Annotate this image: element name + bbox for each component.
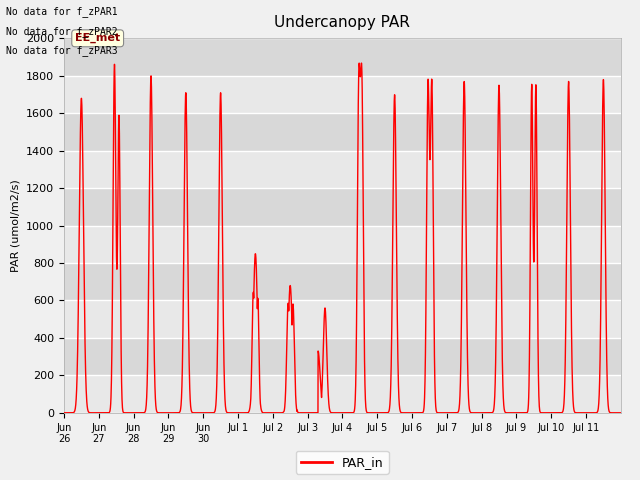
Bar <box>64 300 621 338</box>
Bar <box>64 263 621 300</box>
Text: No data for f_zPAR2: No data for f_zPAR2 <box>6 25 118 36</box>
Bar <box>64 188 621 226</box>
Bar <box>64 151 621 188</box>
Bar <box>64 226 621 263</box>
Bar <box>64 38 621 76</box>
Bar <box>64 338 621 375</box>
Title: Undercanopy PAR: Undercanopy PAR <box>275 15 410 30</box>
Text: EE_met: EE_met <box>75 33 120 44</box>
Text: No data for f_zPAR3: No data for f_zPAR3 <box>6 45 118 56</box>
Bar <box>64 113 621 151</box>
Bar <box>64 76 621 113</box>
Text: No data for f_zPAR1: No data for f_zPAR1 <box>6 6 118 17</box>
Bar <box>64 375 621 413</box>
Y-axis label: PAR (umol/m2/s): PAR (umol/m2/s) <box>11 179 20 272</box>
Legend: PAR_in: PAR_in <box>296 451 389 474</box>
